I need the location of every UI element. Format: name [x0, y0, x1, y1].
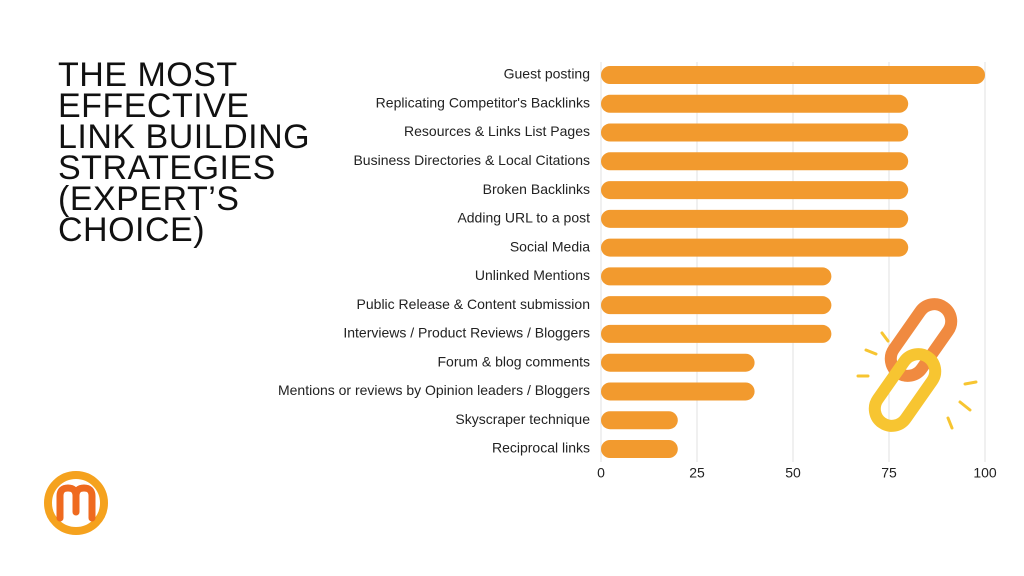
y-tick-label: Business Directories & Local Citations: [353, 152, 590, 168]
x-tick-label: 50: [785, 465, 801, 481]
y-tick-label: Replicating Competitor's Backlinks: [376, 94, 590, 110]
bar: [601, 209, 909, 228]
y-tick-label: Guest posting: [504, 66, 590, 82]
x-tick-label: 0: [597, 465, 605, 481]
x-tick-label: 75: [881, 465, 897, 481]
y-tick-label: Resources & Links List Pages: [404, 123, 590, 139]
logo: [44, 471, 108, 535]
y-tick-label: Mentions or reviews by Opinion leaders /…: [278, 382, 590, 398]
chart-title: THE MOST EFFECTIVE LINK BUILDING STRATEG…: [58, 56, 311, 249]
x-tick-label: 100: [973, 465, 997, 481]
chain-icon: [856, 298, 978, 432]
y-tick-label: Interviews / Product Reviews / Bloggers: [343, 325, 590, 341]
y-tick-label: Skyscraper technique: [455, 411, 590, 427]
bar: [601, 238, 909, 257]
y-tick-label: Unlinked Mentions: [475, 267, 590, 283]
bar: [601, 94, 909, 113]
y-tick-label: Public Release & Content submission: [357, 296, 590, 312]
y-tick-label: Reciprocal links: [492, 440, 590, 456]
y-tick-label: Adding URL to a post: [457, 210, 590, 226]
bar: [601, 353, 755, 372]
bar: [601, 123, 909, 142]
bar: [601, 440, 678, 458]
x-tick-label: 25: [689, 465, 705, 481]
bar: [601, 267, 832, 286]
bar: [601, 324, 832, 343]
bar: [601, 181, 909, 200]
y-tick-label: Forum & blog comments: [438, 353, 591, 369]
bar: [601, 411, 678, 430]
bar: [601, 66, 985, 84]
bar: [601, 296, 832, 315]
y-tick-label: Social Media: [510, 238, 590, 254]
y-tick-label: Broken Backlinks: [483, 181, 590, 197]
bar: [601, 152, 909, 171]
bar: [601, 382, 755, 401]
